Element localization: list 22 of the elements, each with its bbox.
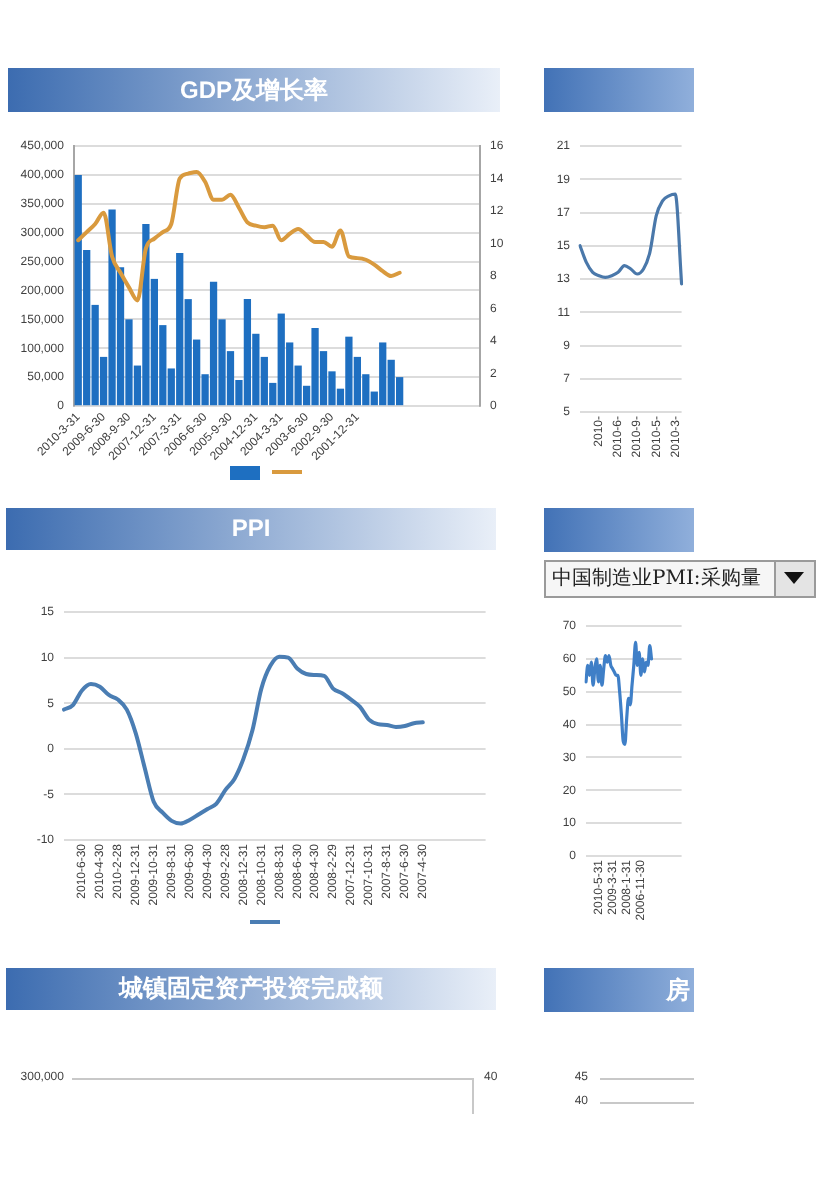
chart-title: PPI [231, 514, 271, 542]
chart-subtitle: 中国制造业PMI:采购量 [552, 568, 761, 590]
line-series [76, 170, 402, 303]
bar [209, 281, 218, 406]
bar [243, 299, 252, 406]
bar [311, 328, 319, 406]
header-banner: 房 [544, 968, 694, 1012]
bar [74, 174, 82, 406]
bar [345, 336, 353, 406]
bar [277, 313, 285, 406]
bar [176, 252, 184, 406]
line-series [62, 654, 425, 826]
line-series [578, 192, 684, 286]
bar [379, 342, 387, 406]
chart-title: GDP及增长率 [179, 76, 328, 104]
header-banner: PPI [6, 508, 496, 550]
bar [142, 224, 150, 406]
line-series [584, 640, 654, 746]
bar [108, 209, 116, 406]
header-banner: GDP及增长率 [8, 68, 500, 112]
header-banner: 城镇固定资产投资完成额 [6, 968, 496, 1010]
dropdown: 中国制造业PMI:采购量 [544, 560, 816, 598]
